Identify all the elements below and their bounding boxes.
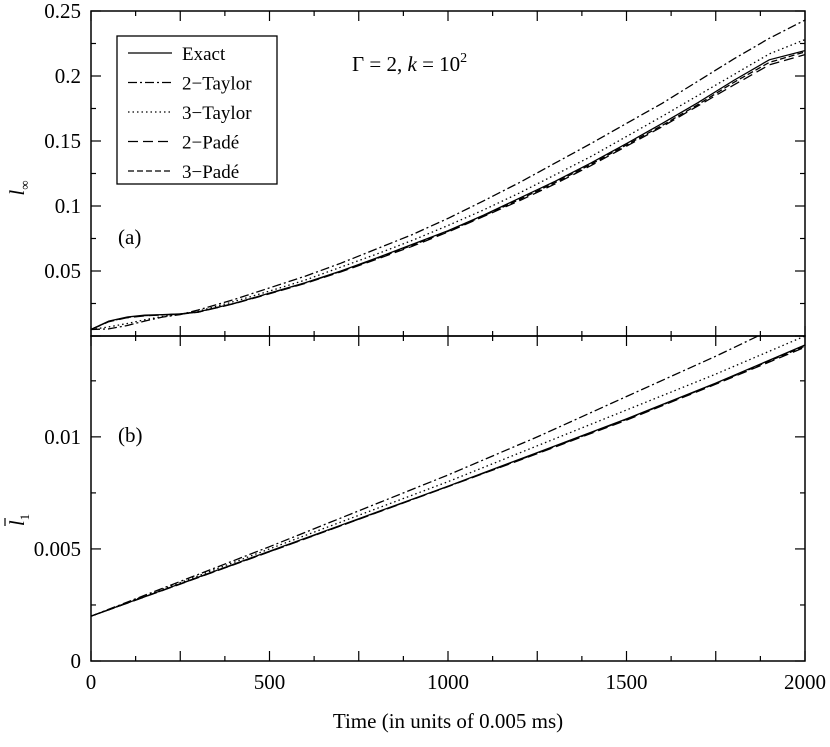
svg-text:l1: l1 xyxy=(5,514,32,526)
y-tick-label: 0 xyxy=(71,649,82,673)
panel-b: 0 0.005 0.01 0 500 1000 1500 2000 (b) l1 Time … xyxy=(4,335,826,733)
series-line-dashdot xyxy=(91,19,805,331)
series-line-dotted xyxy=(91,38,805,331)
y-tick-label: 0.2 xyxy=(55,64,81,88)
panel-b-frame xyxy=(90,335,806,662)
series-line-dashdot xyxy=(91,336,760,617)
panel-a-x-ticks xyxy=(90,11,806,336)
series-line-dotted xyxy=(91,336,805,617)
panel-a-annotation: Γ = 2, k = 102 xyxy=(352,51,467,76)
legend-entry-label: 2−Padé xyxy=(182,133,239,154)
legend-entry-label: Exact xyxy=(182,44,226,65)
series-line-dashed xyxy=(91,346,805,617)
x-tick-label: 500 xyxy=(254,670,286,694)
panel-b-y-ticks: 0 0.005 0.01 xyxy=(34,380,805,673)
y-tick-label: 0.01 xyxy=(44,425,81,449)
series-line-solid xyxy=(91,49,805,331)
panel-b-series xyxy=(91,336,805,617)
y-tick-label: 0.05 xyxy=(44,259,81,283)
y-tick-label: 0.1 xyxy=(55,194,81,218)
panel-b-y-axis-label: l1 xyxy=(4,514,32,526)
x-tick-label: 2000 xyxy=(784,670,826,694)
panel-a-y-ticks: 0.05 0.1 0.15 0.2 0.25 xyxy=(44,0,805,337)
x-tick-label: 1000 xyxy=(427,670,469,694)
series-line-dashed xyxy=(91,53,805,331)
panel-b-x-ticks: 0 500 1000 1500 2000 xyxy=(86,336,826,694)
legend: Exact 2−Taylor 3−Taylor 2−Padé 3−Padé xyxy=(116,35,278,185)
panel-a-label: (a) xyxy=(118,225,141,249)
panel-b-label: (b) xyxy=(118,423,143,447)
y-tick-label: 0.25 xyxy=(44,0,81,23)
series-line-solid xyxy=(91,344,805,617)
panel-a-series xyxy=(91,19,805,331)
legend-box xyxy=(116,35,278,185)
panel-a: 0.05 0.1 0.15 0.2 0.25 (a) Γ = 2, k = 102 Ex… xyxy=(5,0,806,337)
y-tick-label: 0.15 xyxy=(44,129,81,153)
x-tick-label: 0 xyxy=(86,670,97,694)
series-line-shortdash xyxy=(91,51,805,331)
x-axis-label: Time (in units of 0.005 ms) xyxy=(333,709,563,733)
series-line-shortdash xyxy=(91,345,805,617)
legend-entry-label: 2−Taylor xyxy=(182,74,252,95)
legend-entry-label: 3−Padé xyxy=(182,162,239,183)
panel-a-y-axis-label: l∞ xyxy=(5,180,32,195)
legend-entry-label: 3−Taylor xyxy=(182,103,252,124)
x-tick-label: 1500 xyxy=(606,670,648,694)
y-tick-label: 0.005 xyxy=(34,537,81,561)
